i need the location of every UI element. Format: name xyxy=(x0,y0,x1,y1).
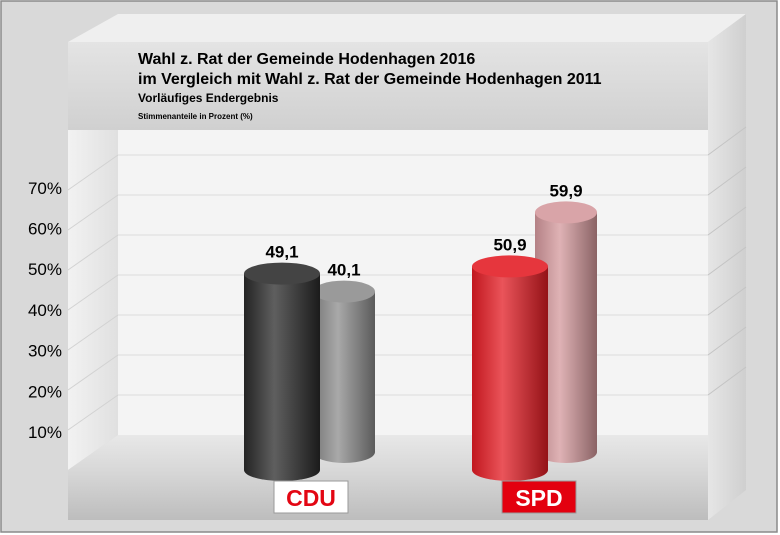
gridline-right-wall xyxy=(707,246,747,276)
y-tick-label: 40% xyxy=(28,301,62,320)
right-wall xyxy=(708,14,746,520)
data-label: 59,9 xyxy=(549,181,582,200)
y-tick-label: 10% xyxy=(28,423,62,442)
gridline-right-wall xyxy=(707,126,747,156)
y-axis-ticks: 10% 20% 30% 40% 50% 60% 70% xyxy=(28,179,62,442)
category-strip xyxy=(68,470,708,520)
gridline-right-wall xyxy=(707,286,747,316)
data-labels: 40,1 59,9 49,1 50,9 xyxy=(265,181,582,279)
chart-subtitle: im Vergleich mit Wahl z. Rat der Gemeind… xyxy=(138,71,602,88)
gridline-left-wall xyxy=(67,274,119,311)
top-panel-depth xyxy=(68,14,746,42)
gridlines xyxy=(67,126,747,431)
data-label: 40,1 xyxy=(327,261,360,280)
bar-spd-2016 xyxy=(472,266,548,481)
y-tick-label: 50% xyxy=(28,260,62,279)
gridline-right-wall xyxy=(707,326,747,356)
y-tick-label: 30% xyxy=(28,342,62,361)
chart-titles: Wahl z. Rat der Gemeinde Hodenhagen 2016… xyxy=(138,50,698,124)
party-logos: CDU SPD xyxy=(273,480,577,514)
bars xyxy=(244,201,597,481)
chart-note-unit: Stimmenanteile in Prozent (%) xyxy=(138,112,253,121)
left-wall xyxy=(68,130,118,470)
gridline-right-wall xyxy=(707,206,747,236)
data-label: 49,1 xyxy=(265,243,298,262)
gridline-left-wall xyxy=(67,234,119,271)
gridline-left-wall xyxy=(67,314,119,351)
gridline-left-wall xyxy=(67,194,119,231)
bar-cdu-2016 xyxy=(244,273,320,481)
bar-top xyxy=(313,280,375,303)
chart-note-result: Vorläufiges Endergebnis xyxy=(138,91,279,105)
gridline-right-wall xyxy=(707,166,747,196)
cdu-logo: CDU xyxy=(273,480,349,514)
spd-logo: SPD xyxy=(501,480,577,514)
bar-top xyxy=(535,201,597,224)
bar-cdu-2011 xyxy=(313,291,375,463)
gridline-left-wall xyxy=(67,394,119,431)
gridline-right-wall xyxy=(707,366,747,396)
bar-top xyxy=(472,255,548,278)
spd-logo-text: SPD xyxy=(515,485,562,511)
y-tick-label: 20% xyxy=(28,382,62,401)
bar-top xyxy=(244,262,320,285)
bar-spd-2011 xyxy=(535,212,597,463)
data-label: 50,9 xyxy=(493,235,526,254)
y-tick-label: 70% xyxy=(28,179,62,198)
gridline-left-wall xyxy=(67,154,119,191)
chart-title: Wahl z. Rat der Gemeinde Hodenhagen 2016 xyxy=(138,51,476,68)
y-tick-label: 60% xyxy=(28,220,62,239)
floor xyxy=(68,435,708,470)
title-panel xyxy=(68,42,708,130)
gridline-left-wall xyxy=(67,354,119,391)
cdu-logo-text: CDU xyxy=(286,485,336,511)
